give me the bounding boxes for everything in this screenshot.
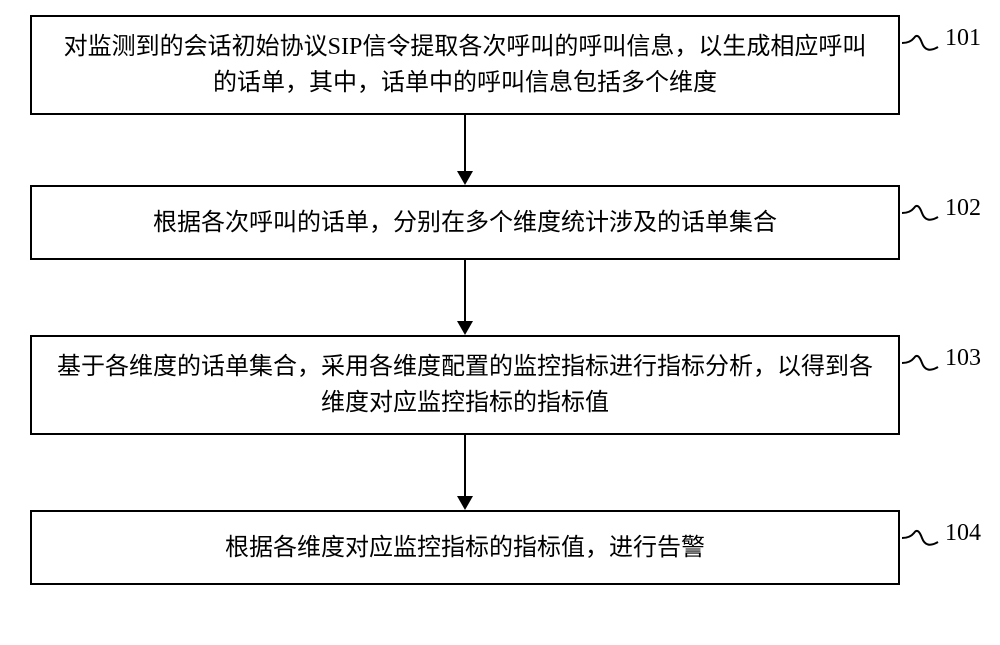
arrow-head-3-4: [457, 496, 473, 510]
arrow-head-1-2: [457, 171, 473, 185]
arrow-3-4: [464, 435, 466, 496]
flowchart-canvas: 对监测到的会话初始协议SIP信令提取各次呼叫的呼叫信息，以生成相应呼叫的话单，其…: [0, 0, 1000, 645]
flowchart-step-3: 基于各维度的话单集合，采用各维度配置的监控指标进行指标分析，以得到各维度对应监控…: [30, 335, 900, 435]
arrow-2-3: [464, 260, 466, 321]
arrow-head-2-3: [457, 321, 473, 335]
step-text: 根据各维度对应监控指标的指标值，进行告警: [225, 530, 705, 566]
step-label-3: 103: [945, 345, 981, 372]
brace-3: [900, 350, 940, 380]
step-text: 根据各次呼叫的话单，分别在多个维度统计涉及的话单集合: [153, 205, 777, 241]
brace-4: [900, 525, 940, 555]
step-label-2: 102: [945, 195, 981, 222]
brace-1: [900, 30, 940, 60]
step-label-4: 104: [945, 520, 981, 547]
arrow-1-2: [464, 115, 466, 171]
step-text: 基于各维度的话单集合，采用各维度配置的监控指标进行指标分析，以得到各维度对应监控…: [52, 349, 878, 421]
brace-2: [900, 200, 940, 230]
flowchart-step-1: 对监测到的会话初始协议SIP信令提取各次呼叫的呼叫信息，以生成相应呼叫的话单，其…: [30, 15, 900, 115]
flowchart-step-4: 根据各维度对应监控指标的指标值，进行告警: [30, 510, 900, 585]
step-label-1: 101: [945, 25, 981, 52]
step-text: 对监测到的会话初始协议SIP信令提取各次呼叫的呼叫信息，以生成相应呼叫的话单，其…: [52, 29, 878, 101]
flowchart-step-2: 根据各次呼叫的话单，分别在多个维度统计涉及的话单集合: [30, 185, 900, 260]
